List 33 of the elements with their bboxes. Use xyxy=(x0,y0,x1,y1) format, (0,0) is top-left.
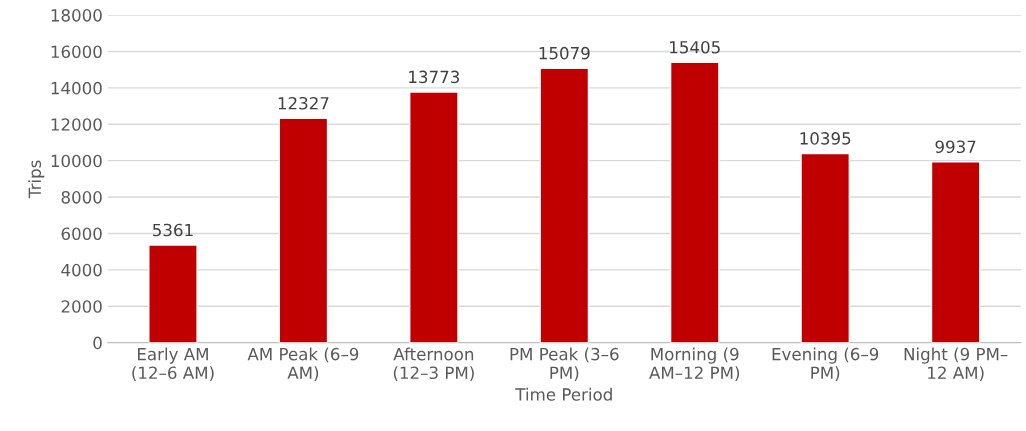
y-axis-title: Trips xyxy=(28,160,45,199)
y-tick-label: 6000 xyxy=(61,227,102,241)
x-tick-label: Night (9 PM– 12 AM) xyxy=(904,347,1008,382)
bar xyxy=(539,67,590,343)
x-tick-label: PM Peak (3–6 PM) xyxy=(510,347,619,382)
x-tick-label: Early AM (12–6 AM) xyxy=(132,347,214,382)
x-tick-label: Morning (9 AM–12 PM) xyxy=(649,347,740,382)
data-label: 10395 xyxy=(800,132,851,145)
bar xyxy=(148,244,198,343)
x-tick-label: Evening (6–9 PM) xyxy=(772,347,879,382)
y-tick-label: 0 xyxy=(93,336,102,350)
data-label: 15405 xyxy=(670,40,720,54)
y-tick-label: 16000 xyxy=(51,45,102,59)
data-label: 13773 xyxy=(409,70,460,84)
bar xyxy=(800,152,851,343)
y-tick-label: 14000 xyxy=(51,81,102,95)
data-label: 9937 xyxy=(935,140,976,154)
data-label: 5361 xyxy=(153,223,193,237)
y-tick-label: 2000 xyxy=(61,300,102,313)
x-axis-title: Time Period xyxy=(515,387,612,401)
y-tick-label: 4000 xyxy=(61,263,102,277)
data-label: 12327 xyxy=(278,96,329,110)
y-tick-label: 8000 xyxy=(61,191,102,204)
y-tick-label: 18000 xyxy=(51,9,102,22)
bar xyxy=(669,61,720,343)
y-tick-label: 10000 xyxy=(51,154,102,168)
y-tick-label: 12000 xyxy=(51,118,102,131)
bar xyxy=(278,117,329,343)
bar xyxy=(409,91,459,343)
bar xyxy=(930,161,981,343)
x-tick-label: Afternoon (12–3 PM) xyxy=(393,347,474,382)
data-label: 15079 xyxy=(539,46,590,60)
x-tick-label: AM Peak (6–9 AM) xyxy=(247,347,359,382)
